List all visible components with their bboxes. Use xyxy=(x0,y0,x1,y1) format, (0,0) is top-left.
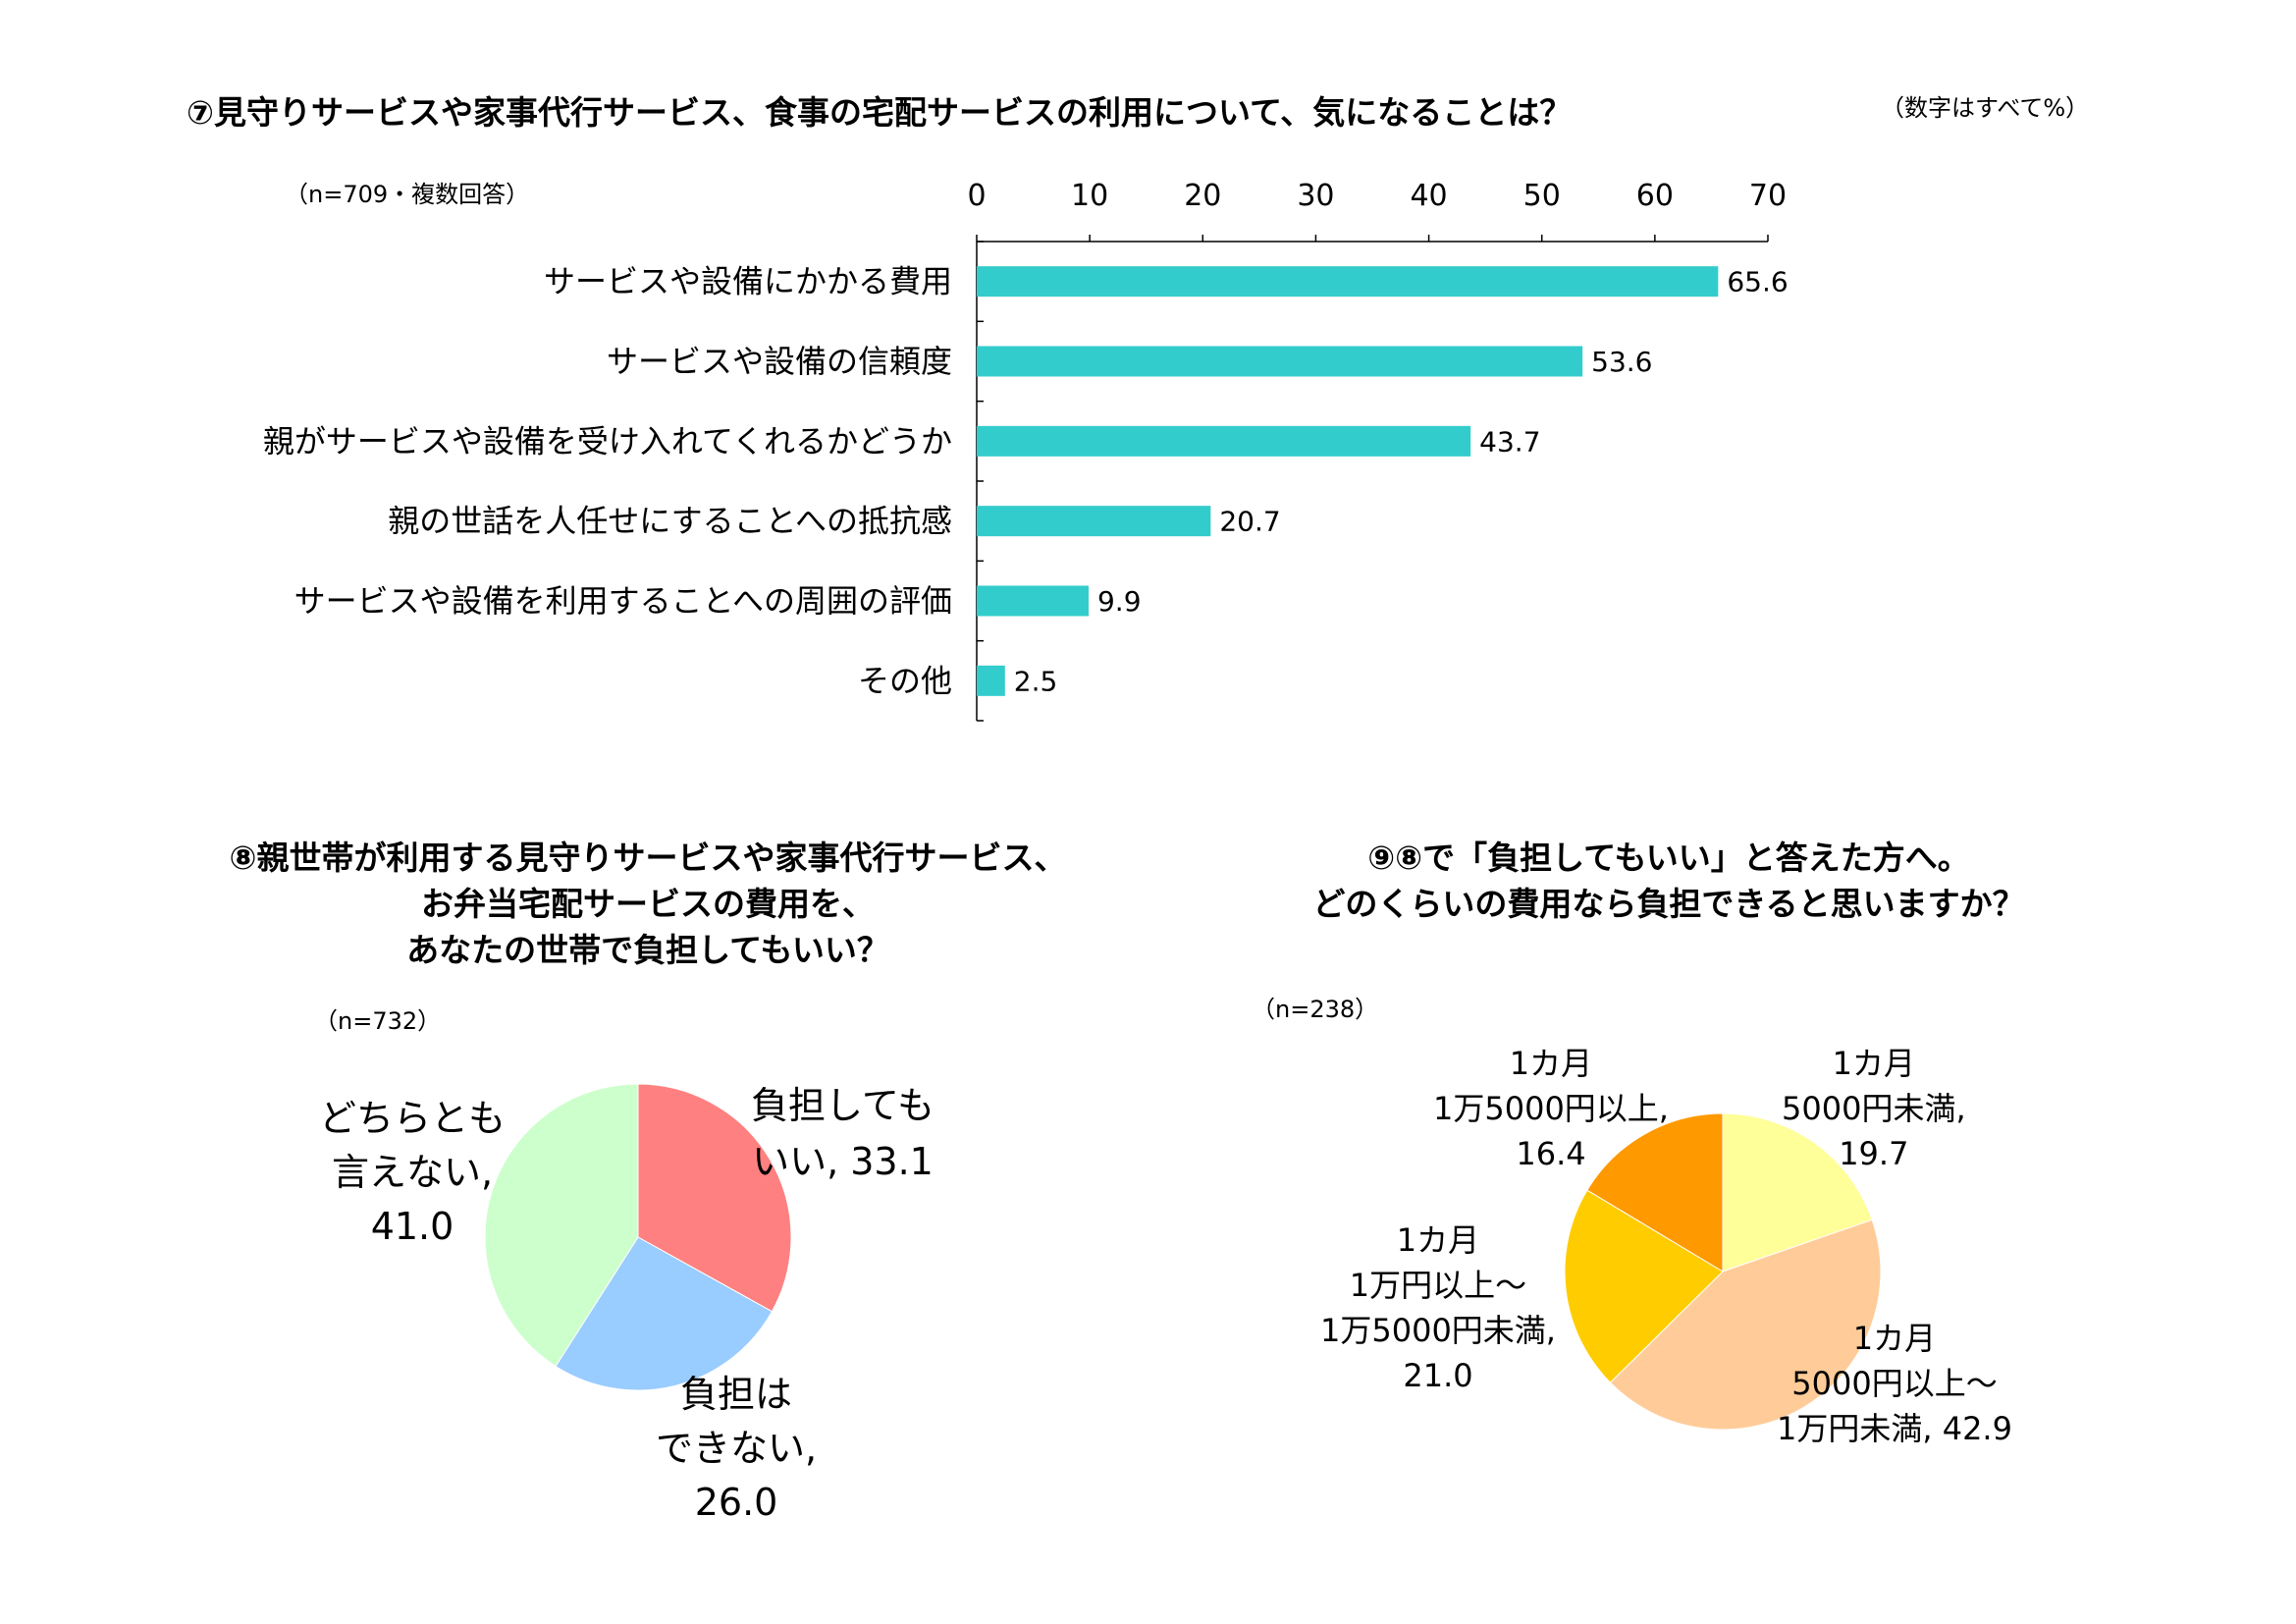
pie9-slice-1 xyxy=(1609,1218,1882,1431)
x-tick-label: 50 xyxy=(1523,179,1561,213)
pie9-label-slice-0: 1カ月 5000円未満, 19.7 xyxy=(1782,1045,1966,1172)
pie9-title: ⑨⑧で「負担してもいい」と答えた方へ。 どのくらいの費用なら負担できると思います… xyxy=(1198,835,2140,927)
pie9-n-note: （n=238） xyxy=(1252,996,1379,1023)
pie8-slice-2 xyxy=(484,1083,639,1368)
pie8-title-line: あなたの世帯で負担してもいい？ xyxy=(406,931,889,969)
category-label: 親がサービスや設備を受け入れてくれるかどうか xyxy=(263,422,952,460)
bar-value-label: 2.5 xyxy=(1014,665,1058,697)
x-tick-label: 10 xyxy=(1071,179,1108,213)
pie8-title-line: ⑧親世帯が利用する見守りサービスや家事代行サービス、 xyxy=(229,839,1067,877)
x-tick-label: 60 xyxy=(1636,179,1674,213)
pie8-n-note: （n=732） xyxy=(314,1007,442,1035)
x-tick-label: 0 xyxy=(967,179,986,213)
pie9-slice-3 xyxy=(1586,1112,1724,1272)
x-tick-label: 20 xyxy=(1184,179,1221,213)
pie9-title-line: どのくらいの費用なら負担できると思いますか？ xyxy=(1312,885,2025,923)
bar xyxy=(977,506,1211,537)
pie9-label-slice-1: 1カ月 5000円以上～ 1万円未満, 42.9 xyxy=(1777,1320,2012,1447)
bar-value-label: 20.7 xyxy=(1219,506,1280,538)
bar xyxy=(977,425,1471,457)
x-tick-label: 40 xyxy=(1410,179,1447,213)
pie9-slice-2 xyxy=(1564,1189,1724,1383)
bar-value-label: 65.6 xyxy=(1727,266,1788,298)
category-label: 親の世話を人任せにすることへの抵抗感 xyxy=(388,503,952,540)
bar-value-label: 9.9 xyxy=(1097,585,1142,618)
bar xyxy=(977,346,1583,377)
pie8-slice-1 xyxy=(555,1236,774,1391)
category-label: サービスや設備を利用することへの周囲の評価 xyxy=(294,582,952,620)
category-label: サービスや設備の信頼度 xyxy=(607,343,952,380)
bar xyxy=(977,585,1089,617)
pie9-chart xyxy=(1564,1112,1882,1431)
pie8-chart xyxy=(484,1083,792,1391)
pie8-label-slice-0: 負担しても いい, 33.1 xyxy=(751,1084,934,1183)
bar-chart-n-note: （n=709・複数回答） xyxy=(285,181,530,208)
x-tick-label: 30 xyxy=(1297,179,1334,213)
bar-chart-title: ⑦見守りサービスや家事代行サービス、食事の宅配サービスの利用について、気になるこ… xyxy=(187,93,1573,132)
pie8-title: ⑧親世帯が利用する見守りサービスや家事代行サービス、 お弁当宅配サービスの費用を… xyxy=(147,835,1148,973)
pie9-slice-0 xyxy=(1722,1112,1873,1272)
pie8-label-slice-2: どちらとも 言えない, 41.0 xyxy=(319,1097,507,1248)
bar xyxy=(977,665,1005,696)
pie9-label-slice-2: 1カ月 1万円以上～ 1万5000円未満, 21.0 xyxy=(1320,1221,1556,1394)
unit-note: （数字はすべて%） xyxy=(1881,94,2090,122)
x-tick-label: 70 xyxy=(1749,179,1787,213)
pie9-label-slice-3: 1カ月 1万5000円以上, 16.4 xyxy=(1433,1045,1669,1172)
bar-chart: 0 10 20 30 40 50 60 70 サービスや設備にかかる費用 65.6 サービスや設備の… xyxy=(263,179,1789,722)
pie8-label-slice-1: 負担は できない, 26.0 xyxy=(656,1373,818,1524)
bar-value-label: 43.7 xyxy=(1479,425,1540,458)
category-label: その他 xyxy=(858,662,952,699)
bar-value-label: 53.6 xyxy=(1591,346,1652,378)
pie8-title-line: お弁当宅配サービスの費用を、 xyxy=(421,885,875,923)
pie9-title-line: ⑨⑧で「負担してもいい」と答えた方へ。 xyxy=(1367,839,1970,877)
bar xyxy=(977,266,1719,298)
category-label: サービスや設備にかかる費用 xyxy=(544,263,952,300)
pie8-slice-0 xyxy=(637,1083,792,1313)
